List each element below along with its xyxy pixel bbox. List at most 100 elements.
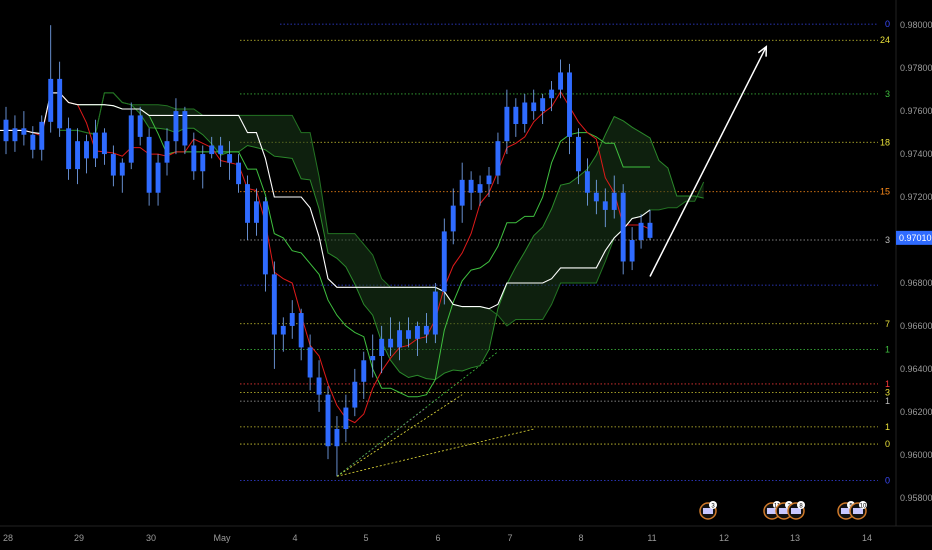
projection-arrow[interactable] xyxy=(649,45,768,277)
candle xyxy=(593,179,599,215)
price-tick-label: 0.96400 xyxy=(900,364,932,374)
fib-label: 24 xyxy=(880,35,890,45)
candle-body xyxy=(280,325,286,335)
fib-label: 0 xyxy=(885,476,890,486)
candle-body xyxy=(289,313,295,326)
flag-icon-stripes xyxy=(767,508,777,514)
candle xyxy=(21,111,27,146)
candle-body xyxy=(575,136,581,172)
candle xyxy=(549,81,555,112)
candle xyxy=(218,136,224,167)
price-tick-label: 0.95800 xyxy=(900,493,932,503)
price-badge-bg xyxy=(896,230,932,245)
price-tick-label: 0.97400 xyxy=(900,149,932,159)
senkou-b-line xyxy=(59,92,705,327)
candle-body xyxy=(200,154,206,172)
time-tick-label: 7 xyxy=(507,533,512,543)
candle-body xyxy=(218,145,224,155)
candle-body xyxy=(92,132,98,159)
candle xyxy=(280,317,286,352)
candle xyxy=(289,300,295,339)
event-count: 10 xyxy=(860,504,867,510)
time-tick-label: 4 xyxy=(292,533,297,543)
candle xyxy=(155,154,161,206)
candle xyxy=(531,89,537,120)
candle-body xyxy=(164,141,170,163)
candle xyxy=(128,102,134,170)
fib-label: 18 xyxy=(880,137,890,147)
candle xyxy=(602,188,608,228)
candle xyxy=(119,158,125,193)
candle-body xyxy=(84,141,89,159)
event-marker[interactable]: 3 xyxy=(699,501,717,520)
price-badge-text: 0.97010 xyxy=(899,233,932,243)
candle xyxy=(110,145,116,187)
cloud-area xyxy=(59,92,704,380)
event-marker[interactable]: 510 xyxy=(837,501,867,520)
price-tick-label: 0.97200 xyxy=(900,192,932,202)
event-count-badge xyxy=(709,501,717,509)
price-tick-label: 0.96600 xyxy=(900,321,932,331)
candle xyxy=(406,317,411,348)
price-tick-label: 0.96000 xyxy=(900,450,932,460)
candle-body xyxy=(307,347,313,378)
candle-body xyxy=(549,89,555,99)
candle-body xyxy=(558,72,564,90)
fib-label: 0 xyxy=(885,439,890,449)
candle xyxy=(271,261,277,369)
economic-events[interactable]: 3 1128 510 xyxy=(699,501,867,520)
candle-body xyxy=(468,179,474,193)
candle-body xyxy=(638,222,644,240)
event-marker[interactable]: 1128 xyxy=(763,501,805,520)
candle xyxy=(397,321,403,361)
candle-body xyxy=(245,184,250,223)
candle xyxy=(629,227,635,271)
candle-body xyxy=(3,119,9,142)
flag-icon-stripes xyxy=(853,508,863,514)
candle xyxy=(647,209,653,240)
candle-body xyxy=(271,274,277,335)
candle-body xyxy=(629,240,635,262)
candle xyxy=(414,321,420,356)
candle-body xyxy=(477,184,483,193)
time-tick-label: 29 xyxy=(74,533,84,543)
candle xyxy=(495,132,501,185)
candle xyxy=(441,218,447,305)
candle-body xyxy=(459,179,465,206)
candle xyxy=(575,128,581,185)
candle xyxy=(316,360,322,412)
candle xyxy=(432,282,438,344)
candle-body xyxy=(236,162,242,185)
candle-body xyxy=(486,175,492,185)
candle xyxy=(325,386,331,460)
fib-label: 1 xyxy=(885,345,890,355)
price-axis[interactable]: 0.98000 0.97800 0.97600 0.97400 0.97200 0.970… xyxy=(895,0,932,526)
projection-arrowhead xyxy=(757,45,768,57)
price-tick-label: 0.96200 xyxy=(900,407,932,417)
candle-body xyxy=(593,192,599,202)
candle xyxy=(298,308,304,361)
candle xyxy=(379,325,385,374)
candle xyxy=(423,313,429,344)
event-count-badge xyxy=(797,501,805,509)
fan-line xyxy=(336,428,534,477)
candle-body xyxy=(209,145,215,155)
candle-body xyxy=(262,201,268,275)
candle-body xyxy=(352,381,358,408)
candle xyxy=(227,141,233,180)
candle xyxy=(245,175,250,240)
candle xyxy=(459,162,465,223)
candle-body xyxy=(441,231,447,292)
fib-label: 1 xyxy=(885,422,890,432)
candle-body xyxy=(75,141,81,170)
candle-body xyxy=(513,106,519,124)
time-axis[interactable]: 28 29 30 May 4 5 6 7 8 11 12 13 14 xyxy=(0,525,932,543)
candle xyxy=(352,368,358,417)
candle xyxy=(3,106,9,155)
candle xyxy=(191,132,197,180)
price-tick-label: 0.96800 xyxy=(900,278,932,288)
candle xyxy=(486,166,492,198)
candle-body xyxy=(567,72,572,137)
flag-icon-stripes xyxy=(779,508,789,514)
